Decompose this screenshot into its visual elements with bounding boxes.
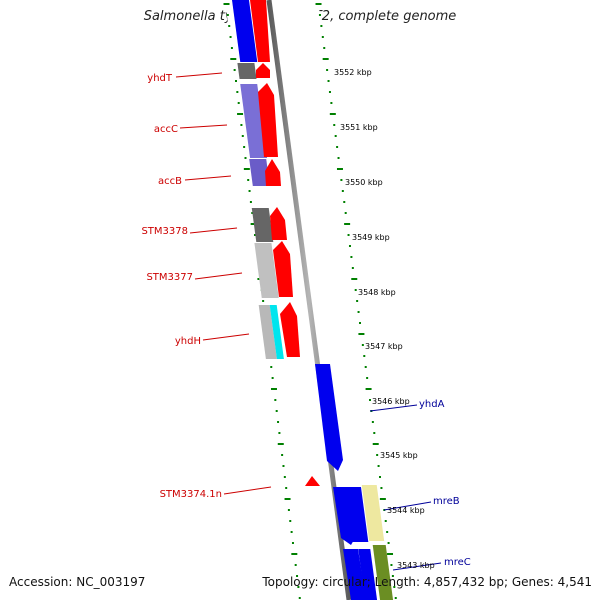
accession-text: Accession: NC_003197 — [9, 575, 146, 589]
ruler-label: 3543 kbp — [397, 561, 435, 570]
left-gene-labels: yhdT accC accB STM3378 STM3377 yhdH STM3… — [141, 73, 222, 500]
gene-arrow-yhdH — [280, 302, 300, 357]
ruler-label: 3550 kbp — [345, 178, 383, 187]
gene-label-yhdT[interactable]: yhdT — [147, 73, 173, 84]
gene-box-accC — [240, 84, 268, 158]
gene-box-STM3378 — [251, 208, 274, 242]
reverse-strand-arrows — [315, 364, 366, 600]
forward-strand-track — [250, 0, 320, 486]
gene-box-mreB — [361, 485, 385, 541]
gene-box-accB — [249, 159, 270, 186]
gene-label-mreC[interactable]: mreC — [444, 557, 471, 568]
ruler-label: 3545 kbp — [380, 451, 418, 460]
gene-box-blue-top — [232, 0, 258, 62]
ruler-label: 3549 kbp — [352, 233, 390, 242]
gene-arrow-accB — [265, 159, 281, 186]
gene-box-mreC-strip-left — [358, 549, 378, 600]
gene-label-accC[interactable]: accC — [154, 124, 178, 135]
gene-arrow-mreB-left — [333, 487, 355, 545]
gene-arrow-STM3378 — [270, 207, 287, 240]
gene-box-mreC — [372, 545, 394, 600]
gene-box-yhdH-grey — [258, 305, 277, 359]
gene-box-yhdT — [237, 63, 257, 79]
ruler-label: 3551 kbp — [340, 123, 378, 132]
gene-label-yhdA[interactable]: yhdA — [419, 399, 445, 410]
gene-box-STM3377 — [254, 243, 279, 298]
topology-text: Topology: circular; Length: 4,857,432 bp… — [262, 575, 592, 589]
ruler-labels: 3552 kbp 3551 kbp 3550 kbp 3549 kbp 3548… — [334, 68, 435, 570]
gene-arrow-yhdA — [315, 364, 343, 471]
right-leader-lines — [369, 404, 442, 571]
gene-label-STM3377[interactable]: STM3377 — [146, 272, 193, 283]
gene-arrow-STM3377 — [273, 241, 293, 297]
ruler-label: 3546 kbp — [372, 397, 410, 406]
gene-label-yhdH[interactable]: yhdH — [175, 336, 201, 347]
ruler-label: 3547 kbp — [365, 342, 403, 351]
gene-label-accB[interactable]: accB — [158, 176, 182, 187]
gene-box-yhdH-cyan — [269, 305, 284, 359]
gene-arrow-STM3374.1n — [305, 476, 320, 486]
ruler-label: 3552 kbp — [334, 68, 372, 77]
ruler-label: 3544 kbp — [387, 506, 425, 515]
right-gene-labels: yhdA mreB mreC — [419, 399, 471, 568]
left-leader-lines — [175, 72, 272, 495]
gene-arrow-top — [250, 0, 270, 62]
gene-arrow-mreC-left — [343, 549, 366, 600]
gene-label-STM3374.1n[interactable]: STM3374.1n — [160, 489, 222, 500]
gene-arrow-accC — [258, 83, 278, 157]
ruler-label: 3548 kbp — [358, 288, 396, 297]
gene-label-STM3378[interactable]: STM3378 — [141, 226, 188, 237]
gene-arrow-yhdT — [256, 63, 270, 78]
tick-track-right — [315, 3, 397, 599]
gene-label-mreB[interactable]: mreB — [433, 496, 460, 507]
reverse-strand-track — [232, 0, 394, 600]
